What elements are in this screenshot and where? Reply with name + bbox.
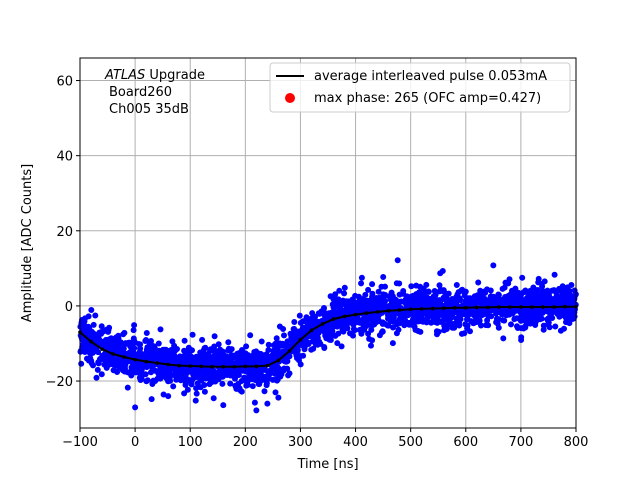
average-pulse-point <box>89 339 93 344</box>
y-tick-label: 20 <box>56 225 73 240</box>
average-pulse-point <box>408 307 413 312</box>
annotation: ATLAS Upgrade Board260 Ch005 35dB <box>104 68 205 117</box>
sample-point <box>192 397 199 404</box>
x-tick-label: 800 <box>564 435 589 450</box>
sample-point <box>561 285 568 292</box>
y-tick-label: 60 <box>56 75 73 90</box>
average-pulse-point <box>265 363 270 368</box>
average-pulse-point <box>331 317 336 321</box>
annotation-line-3: Ch005 35dB <box>109 102 189 117</box>
average-pulse-point <box>155 361 159 365</box>
y-axis-label: Amplitude [ADC Counts] <box>20 164 35 322</box>
sample-point <box>275 394 282 401</box>
y-tick-label: −20 <box>46 375 73 390</box>
y-ticks: −20 0 20 40 60 <box>46 75 80 390</box>
average-pulse-point <box>111 352 115 356</box>
line-layer <box>78 304 578 369</box>
x-axis-label: Time [ns] <box>296 457 358 472</box>
average-pulse-point <box>342 314 347 319</box>
average-pulse-point <box>353 312 358 317</box>
average-pulse-point <box>298 337 303 342</box>
x-ticks: −100 0 100 200 300 400 500 600 700 800 <box>62 428 588 450</box>
legend-marker-swatch <box>285 93 295 103</box>
x-tick-label: −100 <box>62 435 98 450</box>
average-pulse-point <box>452 305 457 310</box>
sample-point <box>220 402 227 409</box>
average-pulse-point <box>486 305 490 310</box>
legend-entry-max-phase: max phase: 265 (OFC amp=0.427) <box>314 91 541 106</box>
average-pulse-point <box>552 305 556 309</box>
legend-box <box>269 62 571 113</box>
average-pulse-line <box>79 305 576 368</box>
average-pulse-point <box>375 310 380 314</box>
average-pulse-point <box>441 306 446 310</box>
sample-point <box>148 396 155 403</box>
average-pulse-point <box>386 309 391 313</box>
sample-point <box>132 404 139 411</box>
average-pulse-point <box>188 364 193 368</box>
x-tick-label: 300 <box>288 435 313 450</box>
sample-point <box>413 282 420 289</box>
legend-entry-average: average interleaved pulse 0.053mA <box>314 69 547 84</box>
y-tick-label: 40 <box>56 150 73 165</box>
average-pulse-point <box>397 308 402 312</box>
sample-point <box>440 287 447 294</box>
x-tick-label: 0 <box>131 435 139 450</box>
sample-point <box>396 291 403 298</box>
annotation-line-1: ATLAS Upgrade <box>104 68 205 83</box>
average-pulse-point <box>320 322 325 326</box>
average-pulse-point <box>497 305 501 309</box>
average-pulse-point <box>177 363 181 368</box>
average-pulse-point <box>100 347 104 351</box>
average-pulse-point <box>133 357 137 362</box>
sample-point <box>369 281 376 288</box>
average-pulse-point <box>419 307 424 311</box>
average-pulse-point <box>309 328 314 333</box>
sample-point <box>512 285 519 292</box>
sample-point <box>490 262 497 269</box>
average-pulse-point <box>144 359 148 364</box>
sample-point <box>253 407 260 414</box>
average-pulse-point <box>221 364 226 369</box>
average-pulse-point <box>563 304 567 309</box>
average-pulse-point <box>243 364 248 369</box>
average-pulse-point <box>166 362 170 367</box>
annotation-line-2: Board260 <box>109 85 172 100</box>
average-pulse-point <box>530 305 534 309</box>
x-tick-label: 200 <box>233 435 258 450</box>
x-tick-label: 600 <box>453 435 478 450</box>
sample-points <box>77 257 579 406</box>
sample-point <box>165 393 172 400</box>
sample-point <box>358 280 365 287</box>
y-tick-label: 0 <box>65 300 73 315</box>
sample-point <box>550 287 557 294</box>
plot-frame <box>79 57 577 429</box>
legend: average interleaved pulse 0.053mA max ph… <box>269 62 571 113</box>
x-tick-label: 100 <box>178 435 203 450</box>
average-pulse-point <box>541 305 545 309</box>
average-pulse-point <box>364 311 369 315</box>
average-pulse-point <box>519 305 523 309</box>
average-pulse-point <box>475 305 479 310</box>
average-pulse-point <box>463 305 468 310</box>
x-tick-label: 700 <box>508 435 533 450</box>
average-pulse-point <box>210 364 215 369</box>
sample-point <box>424 294 431 301</box>
x-tick-label: 400 <box>343 435 368 450</box>
x-tick-label: 500 <box>398 435 423 450</box>
sample-point <box>462 288 469 295</box>
average-pulse-point <box>199 364 204 369</box>
average-pulse-point <box>287 349 292 353</box>
average-pulse-point <box>254 364 259 369</box>
scatter-layer <box>77 257 579 414</box>
average-pulse-point <box>232 364 237 369</box>
sample-point <box>264 400 271 407</box>
average-pulse-point <box>276 358 281 363</box>
average-pulse-point <box>122 355 126 359</box>
average-pulse-point <box>430 306 435 311</box>
average-pulse-point <box>508 305 512 309</box>
